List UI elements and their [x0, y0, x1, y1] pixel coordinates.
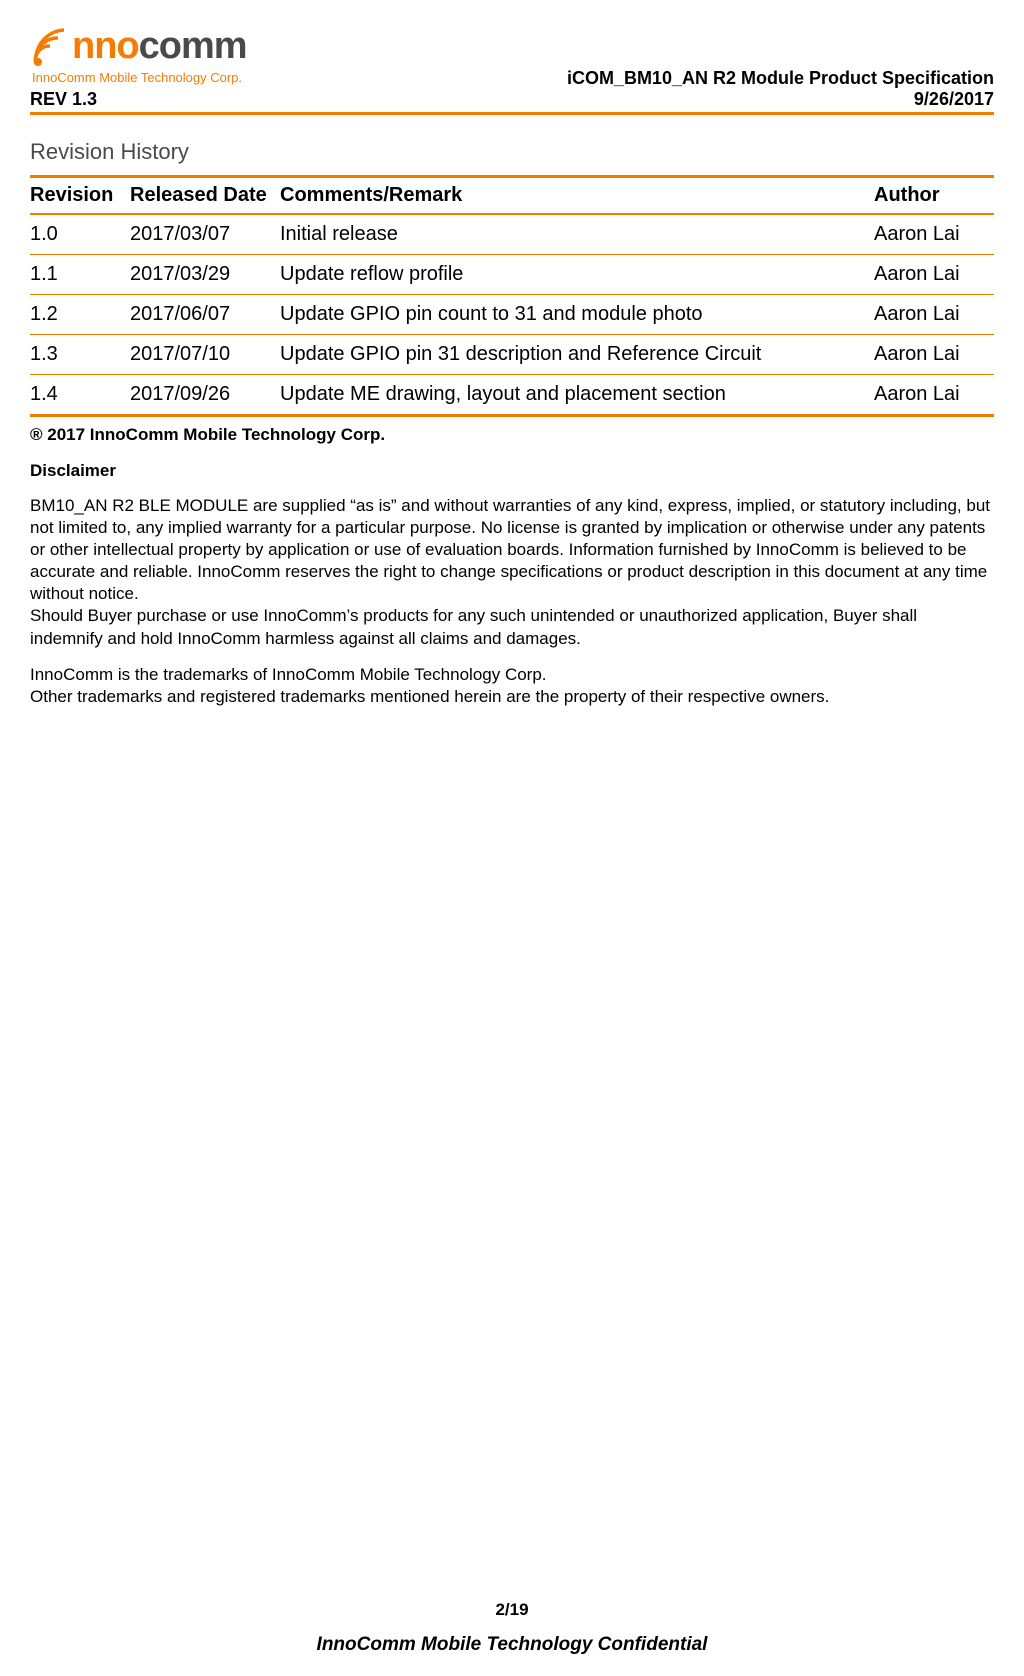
- confidential-label: InnoComm Mobile Technology Confidential: [0, 1634, 1024, 1656]
- doc-date: 9/26/2017: [567, 89, 994, 110]
- col-author: Author: [874, 177, 994, 215]
- doc-title: iCOM_BM10_AN R2 Module Product Specifica…: [567, 68, 994, 89]
- table-row: 1.4 2017/09/26 Update ME drawing, layout…: [30, 375, 994, 416]
- footer: 2/19 InnoComm Mobile Technology Confiden…: [0, 1600, 1024, 1656]
- cell-rev: 1.1: [30, 255, 130, 295]
- section-title: Revision History: [30, 139, 994, 165]
- logo-top: nnocomm: [30, 20, 247, 68]
- logo-subtitle: InnoComm Mobile Technology Corp.: [32, 70, 247, 85]
- table-row: 1.0 2017/03/07 Initial release Aaron Lai: [30, 214, 994, 255]
- cell-comment: Update ME drawing, layout and placement …: [280, 375, 874, 416]
- disclaimer-p2: Should Buyer purchase or use InnoComm’s …: [30, 605, 994, 649]
- revision-table: Revision Released Date Comments/Remark A…: [30, 175, 994, 417]
- cell-date: 2017/03/29: [130, 255, 280, 295]
- disclaimer-p4: Other trademarks and registered trademar…: [30, 686, 994, 708]
- table-row: 1.1 2017/03/29 Update reflow profile Aar…: [30, 255, 994, 295]
- table-row: 1.3 2017/07/10 Update GPIO pin 31 descri…: [30, 335, 994, 375]
- cell-comment: Update reflow profile: [280, 255, 874, 295]
- cell-rev: 1.0: [30, 214, 130, 255]
- disclaimer-p1: BM10_AN R2 BLE MODULE are supplied “as i…: [30, 495, 994, 605]
- cell-author: Aaron Lai: [874, 295, 994, 335]
- disclaimer-body: BM10_AN R2 BLE MODULE are supplied “as i…: [30, 495, 994, 708]
- header-left: nnocomm InnoComm Mobile Technology Corp.…: [30, 20, 247, 110]
- logo-prefix: nno: [72, 25, 139, 67]
- cell-rev: 1.2: [30, 295, 130, 335]
- col-revision: Revision: [30, 177, 130, 215]
- table-body: 1.0 2017/03/07 Initial release Aaron Lai…: [30, 214, 994, 416]
- cell-author: Aaron Lai: [874, 335, 994, 375]
- cell-date: 2017/07/10: [130, 335, 280, 375]
- col-comments: Comments/Remark: [280, 177, 874, 215]
- document-header: nnocomm InnoComm Mobile Technology Corp.…: [30, 20, 994, 115]
- cell-author: Aaron Lai: [874, 255, 994, 295]
- cell-rev: 1.4: [30, 375, 130, 416]
- logo-wordmark: nnocomm: [72, 25, 247, 68]
- rev-label: REV 1.3: [30, 89, 247, 110]
- table-row: 1.2 2017/06/07 Update GPIO pin count to …: [30, 295, 994, 335]
- cell-comment: Update GPIO pin 31 description and Refer…: [280, 335, 874, 375]
- cell-comment: Update GPIO pin count to 31 and module p…: [280, 295, 874, 335]
- logo-arc-icon: [30, 20, 68, 68]
- cell-date: 2017/03/07: [130, 214, 280, 255]
- logo-suffix: comm: [139, 25, 247, 67]
- logo: nnocomm InnoComm Mobile Technology Corp.: [30, 20, 247, 85]
- cell-date: 2017/06/07: [130, 295, 280, 335]
- cell-author: Aaron Lai: [874, 214, 994, 255]
- cell-comment: Initial release: [280, 214, 874, 255]
- disclaimer-heading: Disclaimer: [30, 461, 994, 481]
- cell-date: 2017/09/26: [130, 375, 280, 416]
- copyright: ® 2017 InnoComm Mobile Technology Corp.: [30, 425, 994, 445]
- page-number: 2/19: [0, 1600, 1024, 1620]
- disclaimer-p3: InnoComm is the trademarks of InnoComm M…: [30, 664, 994, 686]
- col-date: Released Date: [130, 177, 280, 215]
- header-right: iCOM_BM10_AN R2 Module Product Specifica…: [567, 68, 994, 110]
- table-header-row: Revision Released Date Comments/Remark A…: [30, 177, 994, 215]
- cell-author: Aaron Lai: [874, 375, 994, 416]
- cell-rev: 1.3: [30, 335, 130, 375]
